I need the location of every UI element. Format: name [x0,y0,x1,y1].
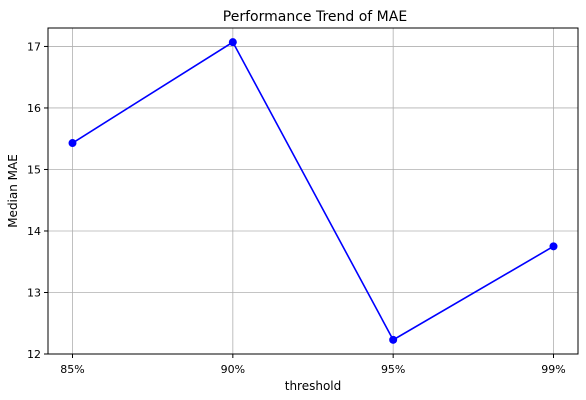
y-tick-label: 16 [27,102,41,115]
chart-title: Performance Trend of MAE [223,9,407,25]
y-tick-label: 14 [27,225,41,238]
x-tick-label: 99% [541,363,565,376]
data-point [228,38,237,47]
y-axis: 12 13 14 15 16 17 [27,40,48,361]
grid [48,28,578,355]
x-axis-label: threshold [285,379,342,393]
series-line [72,41,554,341]
plot-frame [47,27,579,355]
data-point [68,139,77,148]
y-tick-label: 13 [27,286,41,299]
x-tick-label: 90% [221,363,245,376]
y-tick-label: 17 [27,40,41,53]
x-tick-label: 95% [381,363,405,376]
x-axis: 85% 90% 95% 99% [60,354,566,376]
data-point [549,242,558,251]
y-tick-label: 15 [27,163,41,176]
markers [68,38,558,344]
data-point [389,335,398,344]
y-tick-label: 12 [27,348,41,361]
y-axis-label: Median MAE [6,154,20,228]
x-tick-label: 85% [60,363,84,376]
